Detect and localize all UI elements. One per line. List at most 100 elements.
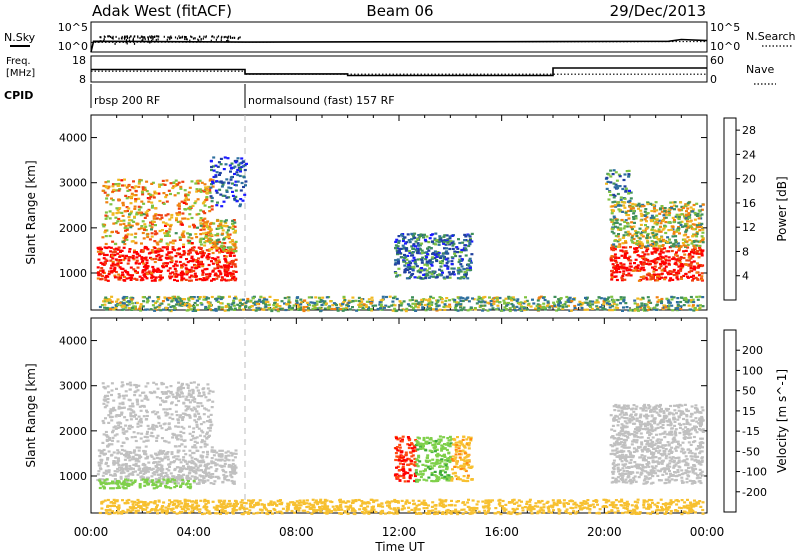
noise-spike	[140, 35, 142, 38]
power-cell	[188, 250, 192, 253]
nave-right-bottom-tick: 0	[710, 73, 717, 86]
power-cell	[100, 267, 104, 270]
power-cell	[242, 176, 246, 179]
power-cell	[175, 275, 179, 278]
power-cell	[118, 188, 122, 191]
power-cell	[588, 300, 592, 303]
power-cell	[613, 200, 617, 203]
power-cell	[341, 303, 345, 306]
power-cell	[171, 242, 175, 245]
nsearch-label: N.Search	[746, 30, 796, 43]
power-cell	[150, 279, 154, 282]
power-cell	[646, 296, 650, 299]
power-cell	[700, 275, 704, 278]
power-cell	[695, 232, 699, 235]
power-cell	[453, 306, 457, 309]
velocity-cell	[134, 470, 137, 473]
velocity-cell	[135, 386, 139, 389]
power-cell	[116, 184, 120, 187]
power-cell	[141, 271, 145, 274]
power-cell	[667, 208, 671, 211]
velocity-cell	[202, 476, 206, 480]
velocity-cell	[194, 457, 197, 461]
power-cell	[103, 300, 107, 303]
power-cell	[297, 303, 301, 306]
power-cell	[623, 173, 627, 176]
velocity-cell	[134, 413, 138, 416]
velocity-cell	[124, 468, 128, 471]
power-cell	[225, 190, 229, 193]
power-cell	[462, 275, 466, 278]
power-cell	[185, 270, 189, 273]
power-cell	[175, 212, 179, 215]
power-cell	[394, 271, 398, 275]
power-cell	[668, 301, 672, 304]
power-cell	[223, 257, 227, 260]
power-cell	[173, 263, 177, 266]
velocity-cell	[132, 457, 136, 460]
power-cell	[168, 267, 172, 270]
power-cell	[611, 219, 615, 222]
power-cell	[538, 304, 542, 307]
power-cell	[296, 308, 300, 311]
power-cell	[611, 305, 615, 308]
power-cell	[323, 300, 327, 303]
velocity-cell	[134, 459, 138, 462]
power-cell	[379, 305, 383, 308]
velocity-cell	[145, 414, 149, 418]
power-cell	[655, 257, 659, 261]
power-cell	[613, 265, 617, 268]
power-cell	[229, 306, 233, 309]
power-cell	[343, 299, 347, 302]
power-cell	[342, 295, 346, 298]
power-cell	[354, 299, 358, 302]
power-cell	[161, 300, 165, 303]
power-cell	[212, 175, 216, 179]
power-cell	[195, 251, 199, 254]
power-cell	[671, 278, 675, 281]
power-cell	[645, 227, 649, 230]
power-cell	[457, 260, 461, 264]
power-cell	[434, 308, 438, 311]
power-cell	[133, 215, 136, 218]
power-cell	[221, 183, 225, 186]
power-cell	[427, 241, 431, 244]
velocity-cell	[203, 464, 207, 467]
power-cell	[187, 236, 191, 239]
power-cell	[236, 180, 240, 183]
noise-spike	[184, 36, 187, 38]
power-cell	[458, 277, 462, 280]
power-cell	[227, 264, 231, 267]
power-cell	[630, 221, 634, 224]
power-cell	[621, 309, 624, 312]
power-cell	[288, 307, 291, 310]
power-cell	[317, 296, 321, 299]
power-cell	[661, 251, 665, 254]
power-cell	[158, 304, 162, 307]
power-cell	[557, 304, 561, 307]
power-cell	[208, 230, 212, 233]
power-cell	[232, 249, 236, 253]
power-cell	[135, 213, 139, 216]
noise-spike	[230, 36, 232, 39]
power-cell	[441, 255, 445, 258]
power-cell	[673, 201, 677, 204]
power-cell	[667, 229, 671, 232]
power-cell	[435, 240, 439, 243]
power-cell	[228, 308, 232, 311]
power-cell	[146, 209, 150, 213]
noise-spike	[103, 35, 105, 38]
power-cell	[617, 267, 621, 271]
power-cell	[443, 239, 447, 242]
power-cell	[459, 299, 463, 303]
power-cell	[611, 300, 615, 303]
power-cell	[653, 247, 657, 250]
power-cell	[270, 309, 274, 313]
power-cell	[158, 248, 162, 251]
power-cell	[420, 267, 424, 270]
power-cell	[195, 180, 199, 183]
power-cell	[199, 238, 203, 241]
power-cell	[411, 272, 415, 276]
power-cell	[156, 250, 160, 253]
power-cell	[133, 236, 137, 239]
